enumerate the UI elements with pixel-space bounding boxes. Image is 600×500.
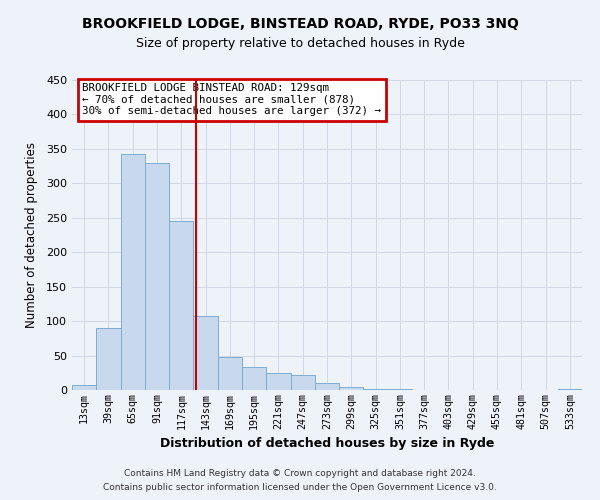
Text: Size of property relative to detached houses in Ryde: Size of property relative to detached ho…: [136, 38, 464, 51]
Bar: [96, 328, 121, 390]
Y-axis label: Number of detached properties: Number of detached properties: [25, 142, 38, 328]
Bar: [364, 388, 388, 390]
Bar: [193, 316, 218, 390]
Bar: [145, 162, 169, 390]
X-axis label: Distribution of detached houses by size in Ryde: Distribution of detached houses by size …: [160, 437, 494, 450]
Text: Contains public sector information licensed under the Open Government Licence v3: Contains public sector information licen…: [103, 484, 497, 492]
Text: BROOKFIELD LODGE BINSTEAD ROAD: 129sqm
← 70% of detached houses are smaller (878: BROOKFIELD LODGE BINSTEAD ROAD: 129sqm ←…: [82, 83, 381, 116]
Bar: [290, 375, 315, 390]
Bar: [169, 221, 193, 390]
Bar: [339, 386, 364, 390]
Bar: [242, 368, 266, 390]
Bar: [266, 373, 290, 390]
Bar: [72, 385, 96, 390]
Text: Contains HM Land Registry data © Crown copyright and database right 2024.: Contains HM Land Registry data © Crown c…: [124, 468, 476, 477]
Bar: [315, 383, 339, 390]
Bar: [218, 357, 242, 390]
Bar: [121, 154, 145, 390]
Text: BROOKFIELD LODGE, BINSTEAD ROAD, RYDE, PO33 3NQ: BROOKFIELD LODGE, BINSTEAD ROAD, RYDE, P…: [82, 18, 518, 32]
